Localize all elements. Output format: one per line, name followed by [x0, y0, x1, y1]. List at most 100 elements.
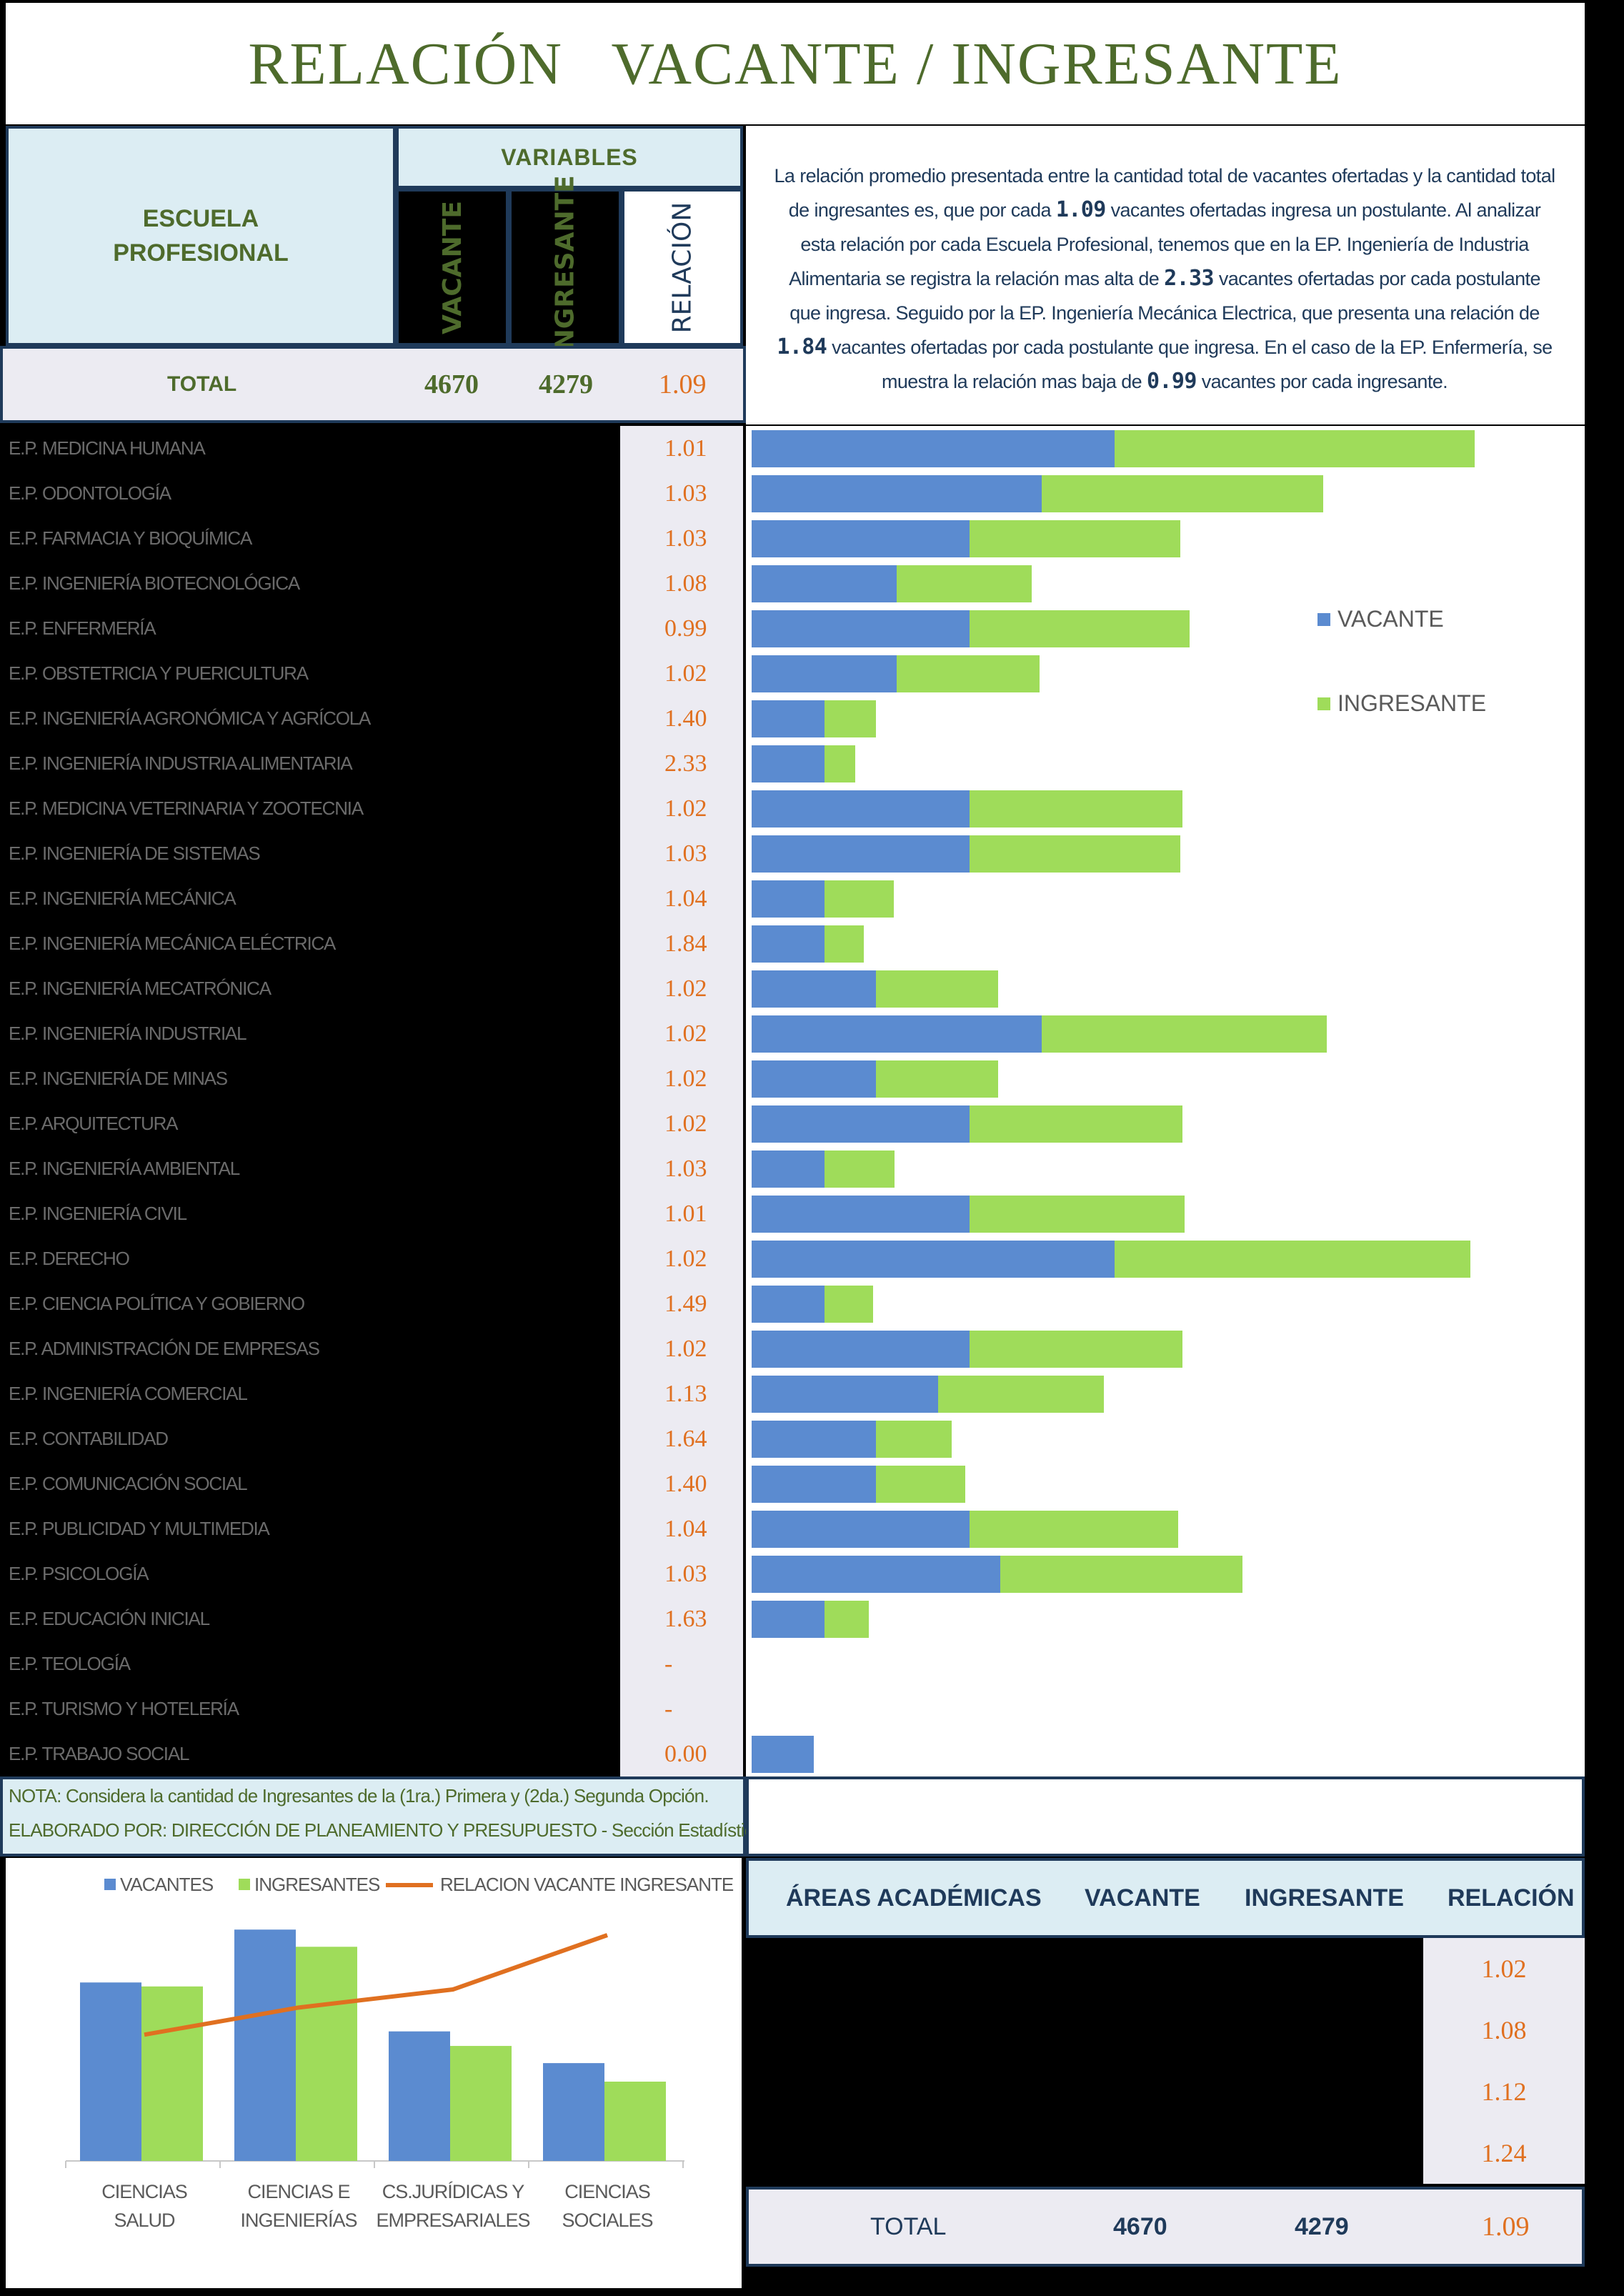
school-relacion: 1.04 [620, 876, 743, 921]
school-relacion: 1.63 [620, 1596, 743, 1641]
table-row: E.P. INGENIERÍA CIVIL 1.01 [6, 1191, 743, 1236]
table-row: E.P. TEOLOGÍA - [6, 1641, 743, 1686]
bar-vacante [752, 1151, 825, 1188]
relacion-column-header: RELACIÓN [622, 189, 743, 346]
table-row: E.P. ENFERMERÍA 0.99 [6, 606, 743, 651]
areas-relacion-column: 1.02 1.08 1.12 1.24 [1423, 1938, 1585, 2184]
school-relacion: - [620, 1641, 743, 1686]
school-relacion: 1.01 [620, 426, 743, 471]
table-row: E.P. ARQUITECTURA 1.02 [6, 1101, 743, 1146]
areas-header-vacante: VACANTE [1085, 1884, 1200, 1912]
legend-ingresante: INGRESANTE [1317, 690, 1486, 717]
bar-ingresante [876, 970, 999, 1008]
school-relacion: 1.84 [620, 921, 743, 966]
category-label: EMPRESARIALES [376, 2210, 529, 2231]
desc-value-4: 0.99 [1146, 369, 1197, 394]
school-name: E.P. INGENIERÍA INDUSTRIAL [9, 1023, 247, 1044]
desc-part-5: vacantes por cada ingresante. [1196, 371, 1448, 392]
desc-part-1: La relación promedio presentada entre la… [774, 165, 1555, 221]
school-name: E.P. FARMACIA Y BIOQUÍMICA [9, 527, 252, 549]
title-box: RELACIÓN VACANTE / INGRESANTE [6, 3, 1585, 124]
school-relacion: 1.02 [620, 1236, 743, 1281]
table-row: E.P. INGENIERÍA MECATRÓNICA 1.02 [6, 966, 743, 1011]
school-name: E.P. PUBLICIDAD Y MULTIMEDIA [9, 1518, 270, 1539]
category-label: CS.JURÍDICAS Y [382, 2181, 525, 2202]
school-relacion: 0.00 [620, 1731, 743, 1776]
bar-ingresante [897, 565, 1032, 602]
areas-total-row: TOTAL 4670 4279 1.09 [746, 2187, 1585, 2267]
bar-vacante [752, 1736, 814, 1773]
desc-value-3: 1.84 [777, 334, 827, 359]
bar-ingresante [938, 1376, 1104, 1413]
areas-header-areas: ÁREAS ACADÉMICAS [786, 1884, 1042, 1912]
table-row: E.P. MEDICINA HUMANA 1.01 [6, 426, 743, 471]
note-line-1: NOTA: Considera la cantidad de Ingresant… [9, 1785, 709, 1807]
legend-ingresante-swatch [1317, 697, 1330, 710]
bar-vacante [752, 970, 876, 1008]
bar-ingresante [969, 1196, 1185, 1233]
bar-vacante [752, 475, 1042, 512]
area-bar [80, 1982, 141, 2161]
school-name: E.P. INGENIERÍA MECATRÓNICA [9, 978, 272, 999]
school-relacion: 1.02 [620, 1101, 743, 1146]
bar-vacante [752, 430, 1115, 467]
table-row: E.P. INGENIERÍA BIOTECNOLÓGICA 1.08 [6, 561, 743, 606]
table-row: E.P. INGENIERÍA COMERCIAL 1.13 [6, 1371, 743, 1416]
school-relacion: 1.01 [620, 1191, 743, 1236]
category-label: INGENIERÍAS [240, 2210, 357, 2231]
desc-value-1: 1.09 [1055, 197, 1106, 222]
table-row: E.P. MEDICINA VETERINARIA Y ZOOTECNIA 1.0… [6, 786, 743, 831]
school-name: E.P. ODONTOLOGÍA [9, 482, 171, 504]
legend-swatch [104, 1879, 116, 1890]
bar-ingresante [824, 925, 864, 963]
table-row: E.P. INGENIERÍA INDUSTRIAL 1.02 [6, 1011, 743, 1056]
area-bar [450, 2046, 512, 2161]
total-ingresante: 4279 [539, 369, 593, 399]
table-row: E.P. COMUNICACIÓN SOCIAL 1.40 [6, 1461, 743, 1506]
table-row: E.P. ODONTOLOGÍA 1.03 [6, 471, 743, 516]
school-name: E.P. INGENIERÍA INDUSTRIA ALIMENTARIA [9, 752, 353, 774]
table-row: E.P. INGENIERÍA AGRONÓMICA Y AGRÍCOLA 1.4… [6, 696, 743, 741]
legend-ingresante-label: INGRESANTE [1337, 690, 1487, 716]
bar-vacante [752, 925, 825, 963]
school-relacion: 1.49 [620, 1281, 743, 1326]
bar-ingresante [969, 1331, 1183, 1368]
table-row: E.P. CONTABILIDAD 1.64 [6, 1416, 743, 1461]
bar-ingresante [824, 880, 894, 918]
bar-vacante [752, 1286, 825, 1323]
table-row: E.P. INGENIERÍA MECÁNICA 1.04 [6, 876, 743, 921]
page-title: RELACIÓN VACANTE / INGRESANTE [248, 30, 1342, 97]
bar-ingresante [876, 1421, 952, 1458]
school-relacion: 1.40 [620, 696, 743, 741]
bar-vacante [752, 1601, 825, 1638]
bar-ingresante [824, 700, 876, 737]
school-relacion: 1.03 [620, 1551, 743, 1596]
areas-chart-svg: VACANTES INGRESANTES RELACION VACANTE INGR… [65, 1874, 734, 2231]
area-relacion-4: 1.24 [1481, 2139, 1527, 2167]
areas-total-relacion: 1.09 [1482, 2212, 1530, 2242]
bar-vacante [752, 790, 970, 828]
description-text: La relación promedio presentada entre la… [772, 159, 1558, 399]
desc-part-3: vacantes ofertadas por cada postulante q… [789, 268, 1540, 324]
bar-ingresante [969, 790, 1183, 828]
school-name: E.P. DERECHO [9, 1248, 130, 1269]
vacante-column-header: VACANTE [396, 189, 509, 346]
bar-vacante [752, 1556, 1000, 1593]
bar-vacante [752, 1421, 876, 1458]
table-row: E.P. ADMINISTRACIÓN DE EMPRESAS 1.02 [6, 1326, 743, 1371]
school-name: E.P. CIENCIA POLÍTICA Y GOBIERNO [9, 1293, 305, 1314]
table-row: E.P. DERECHO 1.02 [6, 1236, 743, 1281]
bar-vacante [752, 1511, 970, 1548]
school-relacion: 1.03 [620, 471, 743, 516]
category-label: CIENCIAS [564, 2181, 650, 2202]
school-relacion: 1.03 [620, 516, 743, 561]
desc-value-2: 2.33 [1164, 266, 1214, 291]
bar-vacante [752, 700, 825, 737]
school-name: E.P. CONTABILIDAD [9, 1428, 169, 1449]
category-label: SOCIALES [562, 2210, 652, 2231]
bar-ingresante [969, 520, 1181, 557]
school-bar-chart: VACANTE INGRESANTE [746, 426, 1585, 1776]
bar-ingresante [897, 655, 1040, 692]
bar-ingresante [1000, 1556, 1243, 1593]
school-name: E.P. INGENIERÍA MECÁNICA ELÉCTRICA [9, 933, 336, 954]
